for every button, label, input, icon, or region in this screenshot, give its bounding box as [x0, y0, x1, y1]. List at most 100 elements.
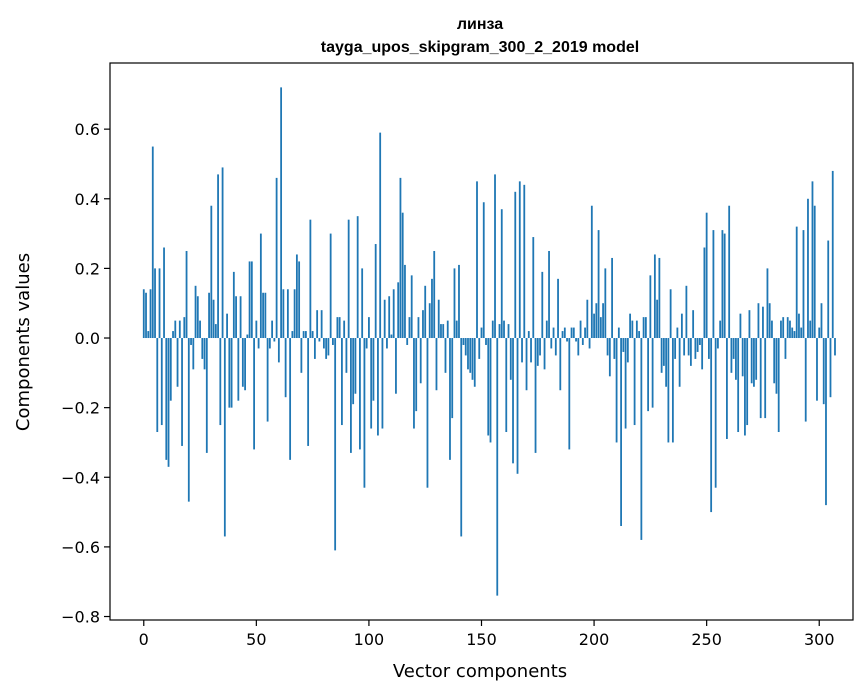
- chart-subtitle: tayga_upos_skipgram_300_2_2019 model: [321, 39, 639, 56]
- bar-component-55: [266, 338, 269, 422]
- chart-title: линза: [457, 16, 503, 33]
- bar-component-232: [665, 338, 668, 387]
- bar-component-272: [755, 338, 758, 380]
- bar-component-107: [383, 299, 386, 339]
- bar-component-65: [289, 338, 292, 460]
- bar-component-205: [604, 268, 607, 339]
- bar-component-299: [816, 338, 818, 401]
- bar-component-106: [381, 338, 384, 429]
- bar-component-24: [196, 296, 199, 339]
- bar-component-144: [467, 338, 469, 370]
- bar-component-159: [500, 209, 503, 339]
- bar-component-58: [273, 338, 276, 342]
- bar-component-27: [203, 338, 206, 370]
- bar-component-61: [280, 87, 283, 339]
- bar-component-149: [478, 338, 481, 359]
- bar-component-2: [147, 331, 150, 339]
- bar-component-197: [586, 299, 589, 339]
- bar-component-239: [680, 313, 683, 339]
- bar-component-288: [791, 327, 794, 339]
- y-axis-label: Components values: [13, 253, 34, 431]
- bar-component-1: [145, 292, 147, 339]
- bar-component-270: [750, 338, 753, 384]
- bar-component-164: [512, 338, 514, 464]
- bar-component-25: [199, 320, 201, 339]
- bar-component-295: [807, 198, 809, 339]
- bar-component-120: [413, 338, 415, 429]
- bar-component-17: [181, 338, 183, 446]
- bar-component-114: [399, 177, 402, 339]
- bar-component-229: [658, 257, 661, 339]
- bar-component-141: [460, 338, 463, 537]
- bar-component-18: [183, 317, 186, 339]
- x-tick-label: 300: [804, 630, 835, 649]
- bar-component-143: [464, 338, 467, 356]
- bar-component-23: [194, 285, 197, 339]
- bar-component-237: [676, 327, 679, 339]
- bar-component-81: [325, 338, 328, 359]
- bar-component-228: [656, 299, 659, 339]
- bar-component-104: [377, 338, 379, 436]
- bar-component-285: [784, 338, 787, 359]
- bar-component-226: [651, 338, 654, 408]
- bar-component-302: [822, 338, 825, 405]
- bar-component-68: [295, 254, 298, 339]
- bar-component-119: [410, 275, 413, 339]
- bar-component-96: [359, 338, 361, 450]
- bar-component-179: [545, 320, 548, 339]
- bar-component-14: [174, 320, 177, 339]
- bar-component-274: [759, 338, 762, 419]
- bar-component-190: [570, 327, 573, 339]
- bar-component-250: [705, 212, 708, 339]
- bar-component-191: [572, 327, 575, 339]
- bar-component-224: [647, 338, 650, 412]
- bar-component-109: [388, 296, 391, 339]
- bar-component-132: [440, 324, 442, 339]
- bar-component-259: [726, 338, 728, 439]
- bar-component-231: [662, 338, 665, 366]
- bar-component-216: [629, 313, 631, 339]
- bar-component-85: [334, 338, 337, 551]
- y-axis-ticks: −0.8 −0.6 −0.4 −0.2 0.0 0.2 0.4 0.6: [61, 120, 110, 627]
- x-tick-label: 150: [466, 630, 497, 649]
- bar-component-150: [480, 327, 483, 339]
- bar-component-127: [428, 303, 431, 339]
- bar-component-189: [568, 338, 571, 450]
- y-tick-label: −0.4: [61, 468, 100, 487]
- bar-component-22: [192, 338, 195, 370]
- y-tick-label: −0.6: [61, 538, 100, 557]
- bar-component-281: [775, 338, 778, 394]
- bar-component-148: [476, 181, 478, 339]
- bar-component-88: [341, 338, 343, 426]
- bar-component-83: [329, 233, 332, 339]
- bar-component-182: [552, 327, 555, 339]
- bar-component-217: [631, 320, 634, 339]
- bar-component-213: [622, 338, 625, 352]
- bar-component-296: [809, 320, 812, 339]
- bar-component-28: [205, 338, 208, 453]
- bar-component-206: [606, 338, 609, 356]
- bar-component-200: [593, 313, 595, 339]
- bar-component-54: [264, 292, 267, 339]
- bar-component-251: [708, 338, 710, 359]
- bar-component-175: [536, 338, 539, 366]
- bar-component-271: [753, 338, 755, 387]
- bar-component-236: [674, 338, 677, 359]
- bar-component-75: [311, 331, 314, 339]
- bar-component-183: [554, 338, 557, 356]
- bar-component-44: [241, 338, 244, 387]
- y-tick-label: 0.0: [75, 329, 100, 348]
- bar-component-207: [608, 338, 611, 377]
- bar-component-212: [620, 338, 622, 527]
- bar-component-56: [268, 338, 271, 349]
- bar-component-258: [723, 233, 726, 339]
- bar-component-286: [786, 317, 789, 339]
- bar-component-98: [363, 338, 366, 488]
- bar-component-223: [644, 317, 647, 339]
- bar-component-240: [683, 338, 686, 356]
- bar-component-253: [712, 230, 715, 339]
- bar-component-110: [390, 334, 393, 339]
- bar-component-103: [374, 244, 377, 339]
- bar-component-13: [172, 331, 174, 339]
